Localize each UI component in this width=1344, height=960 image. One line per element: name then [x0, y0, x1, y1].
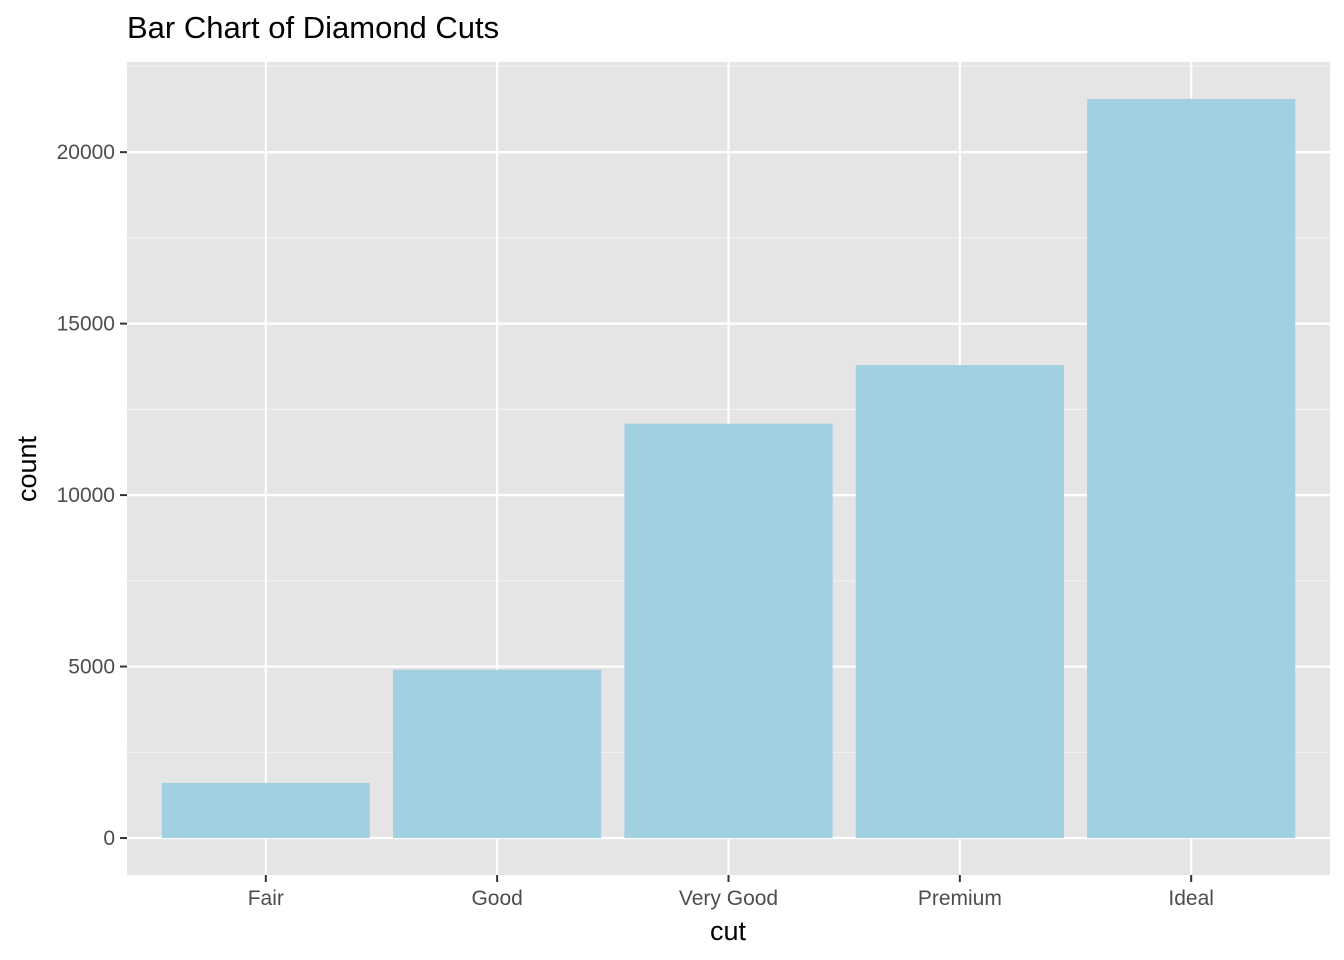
x-tick-label: Premium	[918, 887, 1002, 910]
y-tick-label: 10000	[57, 484, 115, 507]
y-tick-label: 15000	[57, 313, 115, 336]
bar-very-good	[624, 423, 833, 839]
x-tick-label: Ideal	[1168, 887, 1214, 910]
y-tick-label: 5000	[68, 656, 115, 679]
x-tick-label: Very Good	[679, 887, 778, 910]
bar-fair	[161, 782, 370, 839]
x-axis: Fair Good Very Good Premium Ideal	[248, 875, 1214, 910]
y-axis: 0 5000 10000 15000 20000	[57, 141, 127, 850]
y-axis-title: count	[12, 435, 42, 502]
bar-good	[393, 669, 602, 839]
y-tick-label: 20000	[57, 141, 115, 164]
x-axis-title: cut	[710, 916, 747, 946]
bar-premium	[855, 365, 1064, 839]
y-tick-label: 0	[103, 827, 115, 850]
bar-ideal	[1087, 98, 1296, 839]
x-tick-label: Fair	[248, 887, 284, 910]
chart-title: Bar Chart of Diamond Cuts	[127, 10, 499, 45]
x-tick-label: Good	[471, 887, 522, 910]
bars	[161, 98, 1296, 839]
